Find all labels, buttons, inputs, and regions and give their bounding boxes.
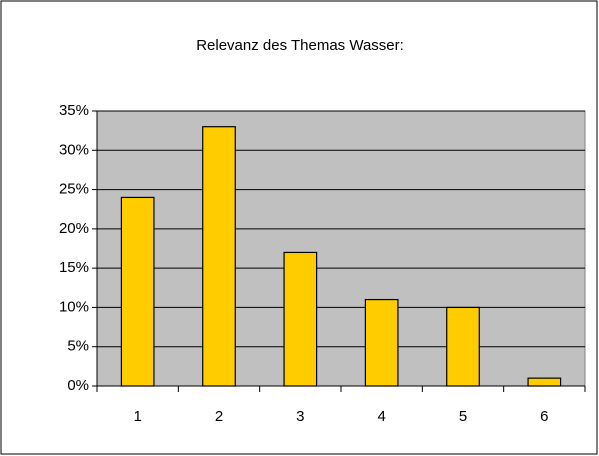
y-tick-label: 35%: [59, 102, 89, 119]
bar: [283, 251, 318, 387]
x-tick-label: 2: [215, 408, 223, 425]
bar: [120, 196, 155, 387]
y-tick-label: 5%: [67, 338, 89, 355]
y-tick-label: 15%: [59, 259, 89, 276]
bar: [202, 126, 236, 387]
x-tick-label: 3: [296, 408, 304, 425]
x-tick-label: 4: [377, 408, 385, 425]
x-tick-label: 5: [459, 408, 467, 425]
chart-title: Relevanz des Themas Wasser:: [196, 37, 404, 54]
x-tick-label: 1: [133, 408, 141, 425]
bar: [446, 306, 480, 387]
y-tick-label: 20%: [59, 220, 89, 237]
y-tick-label: 30%: [59, 141, 89, 158]
plot-area: [96, 110, 586, 387]
y-tick-label: 0%: [67, 377, 89, 394]
x-tick-label: 6: [540, 408, 548, 425]
y-tick-label: 25%: [59, 181, 89, 198]
y-tick-label: 10%: [59, 298, 89, 315]
bar: [527, 377, 562, 387]
bar: [364, 298, 399, 387]
